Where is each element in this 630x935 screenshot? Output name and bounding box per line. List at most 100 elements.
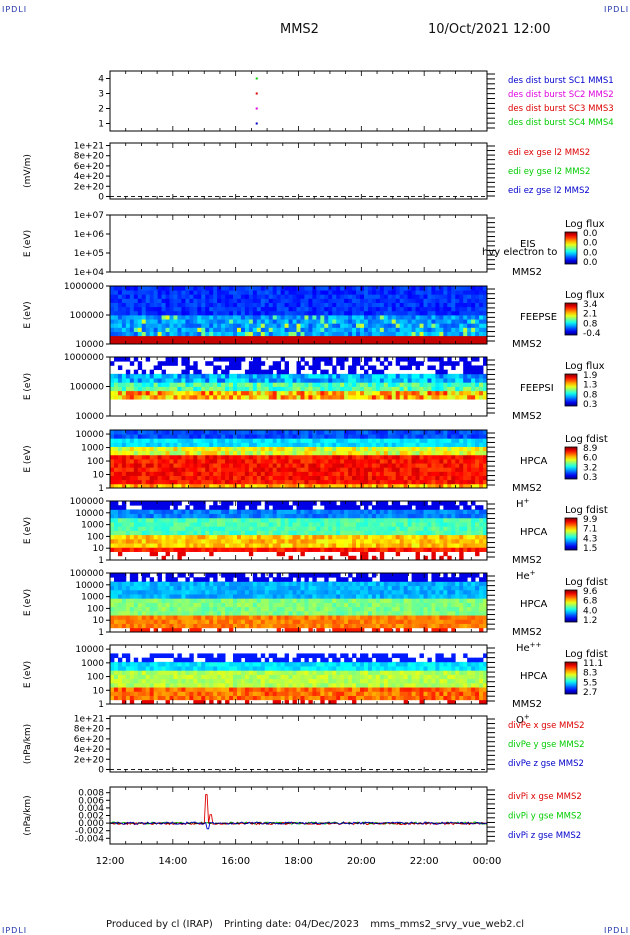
heatmap-cell: [447, 323, 451, 328]
heatmap-cell: [463, 357, 467, 362]
heatmap-cell: [471, 438, 475, 443]
heatmap-cell: [189, 447, 193, 452]
heatmap-cell: [217, 323, 221, 328]
heatmap-cell: [297, 471, 301, 476]
heatmap-cell: [312, 471, 316, 476]
heatmap-cell: [130, 535, 134, 540]
heatmap-cell: [400, 442, 404, 447]
heatmap-cell: [336, 509, 340, 514]
heatmap-cell: [467, 463, 471, 468]
heatmap-cell: [277, 294, 281, 299]
heatmap-cell: [229, 307, 233, 312]
heatmap-cell: [392, 518, 396, 523]
heatmap-cell: [297, 535, 301, 540]
heatmap-cell: [479, 480, 483, 485]
heatmap-cell: [312, 387, 316, 392]
heatmap-cell: [348, 543, 352, 548]
heatmap-cell: [396, 311, 400, 316]
heatmap-cell: [130, 395, 134, 400]
heatmap-cell: [257, 547, 261, 552]
heatmap-cell: [205, 471, 209, 476]
heatmap-cell: [193, 522, 197, 527]
heatmap-cell: [344, 391, 348, 396]
heatmap-cell: [154, 382, 158, 387]
heatmap-cell: [304, 451, 308, 456]
heatmap-cell: [201, 505, 205, 510]
heatmap-cell: [277, 365, 281, 370]
heatmap-cell: [189, 303, 193, 308]
heatmap-cell: [404, 382, 408, 387]
heatmap-cell: [463, 476, 467, 481]
heatmap-cell: [177, 480, 181, 485]
heatmap-cell: [348, 298, 352, 303]
heatmap-cell: [217, 471, 221, 476]
heatmap-cell: [201, 459, 205, 464]
heatmap-cell: [424, 378, 428, 383]
heatmap-cell: [189, 514, 193, 519]
heatmap-cell: [447, 361, 451, 366]
heatmap-cell: [348, 430, 352, 435]
heatmap-cell: [392, 395, 396, 400]
heatmap-cell: [146, 455, 150, 460]
heatmap-cell: [388, 455, 392, 460]
heatmap-cell: [348, 286, 352, 291]
heatmap-cell: [348, 476, 352, 481]
heatmap-cell: [289, 442, 293, 447]
heatmap-cell: [237, 518, 241, 523]
heatmap-cell: [142, 294, 146, 299]
heatmap-cell: [265, 294, 269, 299]
heatmap-cell: [475, 336, 479, 341]
heatmap-cell: [193, 395, 197, 400]
heatmap-cell: [455, 547, 459, 552]
heatmap-cell: [340, 315, 344, 320]
heatmap-cell: [300, 518, 304, 523]
heatmap-cell: [146, 463, 150, 468]
heatmap-cell: [308, 307, 312, 312]
heatmap-cell: [126, 518, 130, 523]
heatmap-cell: [122, 434, 126, 439]
heatmap-cell: [253, 365, 257, 370]
heatmap-cell: [201, 463, 205, 468]
heatmap-cell: [205, 307, 209, 312]
heatmap-cell: [221, 374, 225, 379]
heatmap-cell: [269, 518, 273, 523]
heatmap-cell: [285, 365, 289, 370]
heatmap-cell: [340, 501, 344, 506]
heatmap-cell: [388, 447, 392, 452]
heatmap-cell: [185, 505, 189, 510]
heatmap-cell: [130, 459, 134, 464]
heatmap-cell: [356, 543, 360, 548]
heatmap-cell: [205, 535, 209, 540]
heatmap-cell: [269, 463, 273, 468]
heatmap-cell: [289, 387, 293, 392]
heatmap-cell: [356, 387, 360, 392]
heatmap-cell: [360, 327, 364, 332]
heatmap-cell: [435, 471, 439, 476]
heatmap-cell: [273, 303, 277, 308]
heatmap-cell: [221, 303, 225, 308]
heatmap-cell: [447, 391, 451, 396]
heatmap-cell: [352, 290, 356, 295]
heatmap-cell: [221, 336, 225, 341]
heatmap-cell: [265, 535, 269, 540]
heatmap-cell: [154, 480, 158, 485]
heatmap-cell: [257, 370, 261, 375]
heatmap-cell: [424, 471, 428, 476]
heatmap-cell: [166, 455, 170, 460]
heatmap-cell: [400, 323, 404, 328]
heatmap-cell: [475, 382, 479, 387]
heatmap-cell: [193, 311, 197, 316]
heatmap-cell: [396, 522, 400, 527]
y-tick-label: 1e+06: [74, 230, 105, 240]
heatmap-cell: [416, 447, 420, 452]
heatmap-cell: [364, 430, 368, 435]
heatmap-cell: [189, 463, 193, 468]
heatmap-cell: [340, 323, 344, 328]
heatmap-cell: [344, 526, 348, 531]
heatmap-cell: [368, 286, 372, 291]
heatmap-cell: [336, 374, 340, 379]
heatmap-cell: [344, 535, 348, 540]
heatmap-cell: [158, 378, 162, 383]
heatmap-cell: [189, 476, 193, 481]
heatmap-cell: [189, 434, 193, 439]
